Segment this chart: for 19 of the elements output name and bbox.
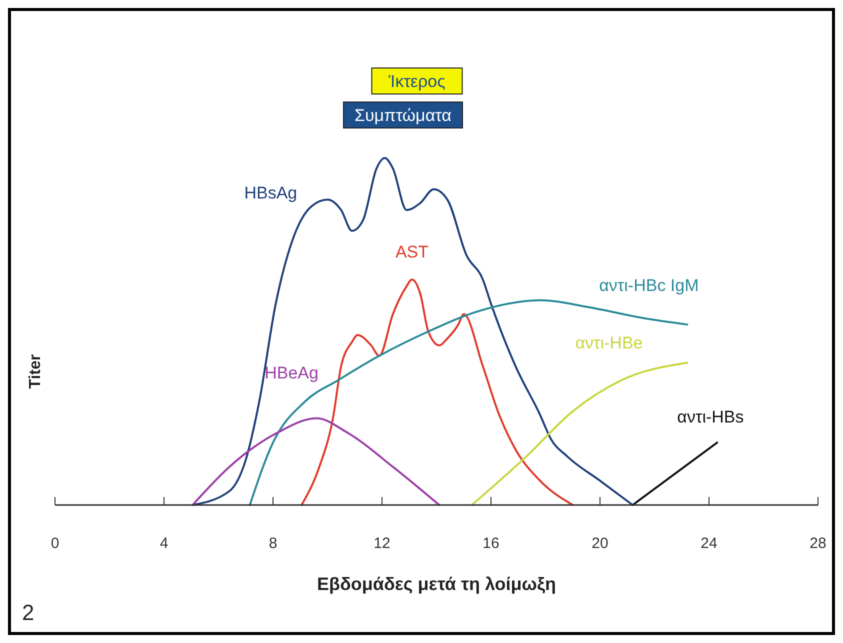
x-axis-title: Εβδομάδες μετά τη λοίμωξη [316,574,556,594]
x-tick-label: 4 [160,535,168,552]
x-tick-label: 28 [810,535,826,552]
x-tick-label: 16 [482,535,500,552]
y-axis-title: Titer [27,354,44,389]
text: Συμπτώματα [354,106,452,125]
x-tick-label: 12 [374,535,390,552]
x-tick-label: 20 [592,535,608,552]
series-label: αντι-HBc IgM [599,276,699,296]
series-label: AST [395,242,429,262]
text: HBeAg [264,363,318,382]
x-tick-label: 24 [700,535,718,552]
text: 2 [22,600,34,625]
text: Ίκτερος [388,72,446,91]
series-label: αντι-HBs [677,408,744,427]
series-label: αντι-HBe [575,334,643,353]
x-tick-label: 0 [50,535,60,552]
x-tick-label: 8 [268,535,278,552]
series-label: HBsAg [244,184,298,203]
